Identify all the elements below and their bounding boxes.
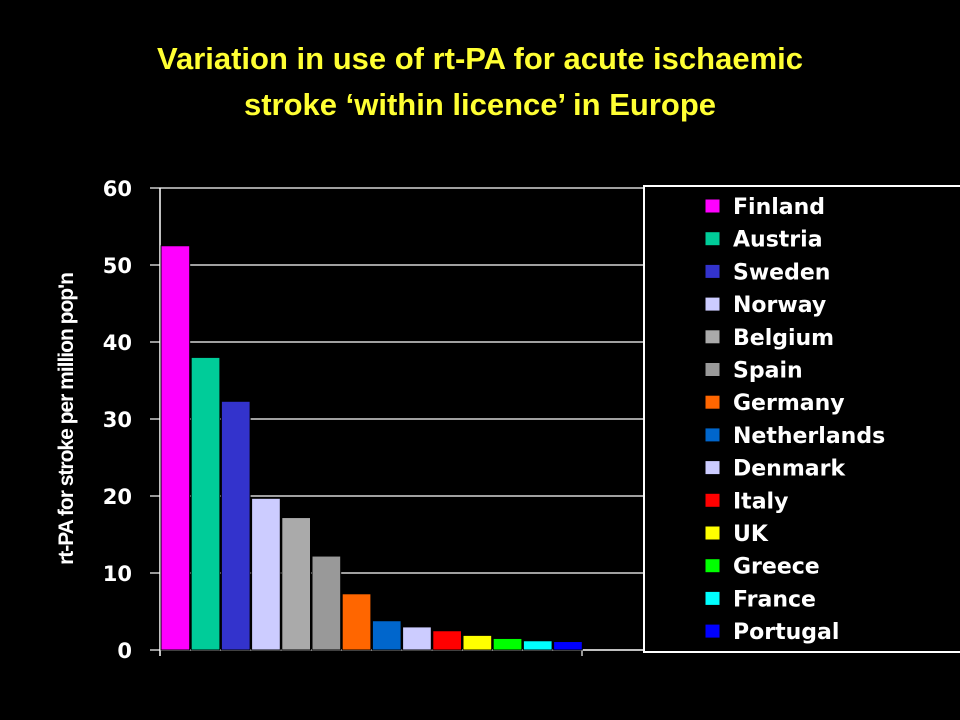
bar-belgium (282, 518, 311, 650)
legend-label: Germany (733, 391, 845, 416)
legend-label: Sweden (733, 260, 830, 285)
y-axis-label: rt-PA for stroke per million pop'n (55, 273, 78, 565)
bar-uk (463, 635, 492, 650)
legend-label: France (733, 587, 816, 612)
legend-label: Italy (733, 489, 788, 514)
legend-swatch (705, 461, 720, 475)
legend-swatch (705, 526, 720, 540)
y-tick-label: 40 (103, 331, 132, 355)
y-tick-label: 60 (103, 177, 132, 201)
legend-swatch (705, 591, 720, 605)
legend-label: Denmark (733, 457, 846, 482)
bar-portugal (554, 642, 583, 650)
y-tick-label: 0 (117, 639, 132, 663)
legend-label: Finland (733, 195, 825, 220)
legend-swatch (705, 297, 720, 311)
bar-austria (191, 357, 220, 650)
legend-swatch (705, 395, 720, 409)
y-tick-label: 10 (103, 562, 132, 586)
legend-label: Belgium (733, 326, 834, 351)
bar-denmark (403, 627, 432, 650)
legend-swatch (705, 363, 720, 377)
legend-swatch (705, 264, 720, 278)
legend-label: Netherlands (733, 424, 885, 449)
bar-norway (252, 498, 281, 650)
legend-label: Spain (733, 359, 803, 384)
bar-finland (161, 246, 190, 650)
legend-label: Norway (733, 293, 826, 318)
y-tick-label: 30 (103, 408, 132, 432)
legend-swatch (705, 330, 720, 344)
legend-label: Greece (733, 555, 820, 580)
legend-swatch (705, 559, 720, 573)
y-tick-label: 50 (103, 254, 132, 278)
bar-france (523, 641, 552, 650)
bar-greece (493, 638, 522, 650)
bar-netherlands (372, 621, 401, 650)
bar-italy (433, 631, 462, 650)
legend-swatch (705, 199, 720, 213)
legend-box (644, 186, 960, 652)
bar-sweden (221, 401, 250, 650)
legend-label: Austria (733, 228, 823, 253)
legend-swatch (705, 232, 720, 246)
bar-spain (312, 556, 341, 650)
legend-swatch (705, 428, 720, 442)
legend-label: Portugal (733, 620, 839, 645)
y-tick-label: 20 (103, 485, 132, 509)
bar-germany (342, 594, 371, 650)
legend-swatch (705, 493, 720, 507)
legend-label: UK (733, 522, 769, 547)
legend-swatch (705, 624, 720, 638)
